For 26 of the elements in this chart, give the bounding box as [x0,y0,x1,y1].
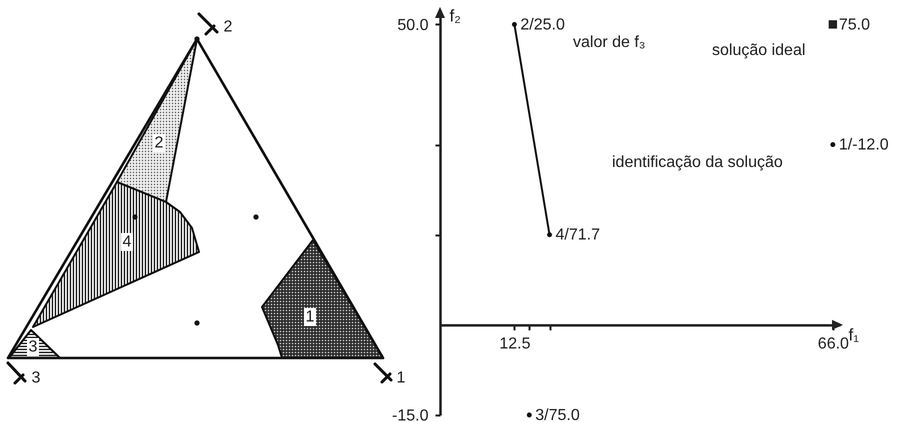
data-label: 3/75.0 [535,407,580,422]
x-axis-title: f₁ [848,325,860,344]
text: 3 [32,370,41,386]
text: 2 [154,134,164,152]
text: 1 [396,370,406,386]
data-label: 1/-12.0 [838,136,889,154]
point [547,232,552,238]
annotation: 75.0 [838,16,870,34]
y-axis-title: f₂ [450,6,461,26]
text: 1 [306,308,315,326]
y-tick-label: -15.0 [392,408,429,422]
x-tick-label: 66.0 [818,335,850,352]
point [526,412,532,418]
data-label: 2/25.0 [520,16,565,34]
annotation: valor de f₃ [573,34,646,51]
annotation: solução ideal [712,42,806,59]
data-label: 4/71.7 [556,226,600,244]
text: 3 [28,338,38,356]
point [828,20,838,29]
annotation: identificação da solução [612,154,783,171]
text: 2 [224,18,233,36]
point [512,22,517,27]
x-tick-label: 12.5 [499,335,531,352]
y-tick-label: 50.0 [397,16,429,34]
point [830,142,836,148]
text: 4 [122,234,132,250]
